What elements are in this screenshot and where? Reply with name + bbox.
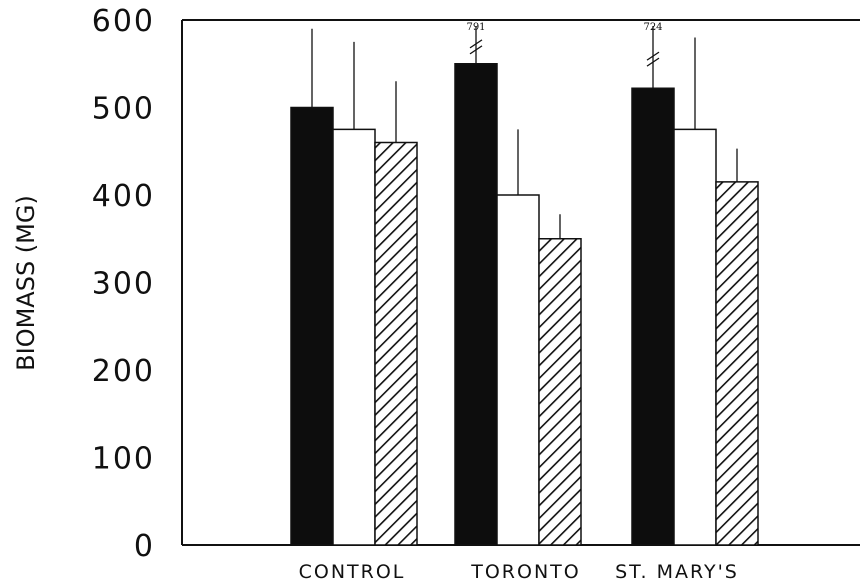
y-tick-labels: 0 100 200 300 400 500 600 <box>92 4 155 564</box>
y-tick-label-200: 200 <box>92 354 155 389</box>
y-axis-label: BIOMASS (MG) <box>12 195 40 371</box>
bars: 791 724 <box>290 22 759 546</box>
bar-control-series-1 <box>290 106 334 546</box>
axis-break-mark <box>646 51 660 61</box>
bar-value-label-toronto: 791 <box>466 22 485 33</box>
y-tick-label-500: 500 <box>92 92 155 127</box>
y-tick-label-100: 100 <box>92 442 155 477</box>
y-tick-label-300: 300 <box>92 267 155 302</box>
category-label-st-marys: ST. MARY'S <box>615 561 739 581</box>
category-labels: CONTROL TORONTO ST. MARY'S <box>299 561 739 581</box>
category-label-control: CONTROL <box>299 561 406 581</box>
bar-toronto-series-1 <box>454 63 498 546</box>
bar-st-marys-series-1 <box>631 87 675 546</box>
axis-break-mark <box>469 45 483 55</box>
axis-break-mark <box>469 39 483 49</box>
category-label-toronto: TORONTO <box>470 561 581 581</box>
y-tick-label-600: 600 <box>92 4 155 39</box>
bar-toronto-series-3 <box>538 238 582 546</box>
bar-st-marys-series-2 <box>673 128 717 546</box>
bar-toronto-series-2 <box>496 194 540 546</box>
y-tick-label-0: 0 <box>134 529 155 564</box>
bar-value-label-st-marys: 724 <box>643 22 662 33</box>
bar-st-marys-series-3 <box>715 181 759 546</box>
bar-control-series-3 <box>374 141 418 546</box>
axis-break-mark <box>646 57 660 67</box>
bar-control-series-2 <box>332 128 376 546</box>
y-tick-label-400: 400 <box>92 179 155 214</box>
